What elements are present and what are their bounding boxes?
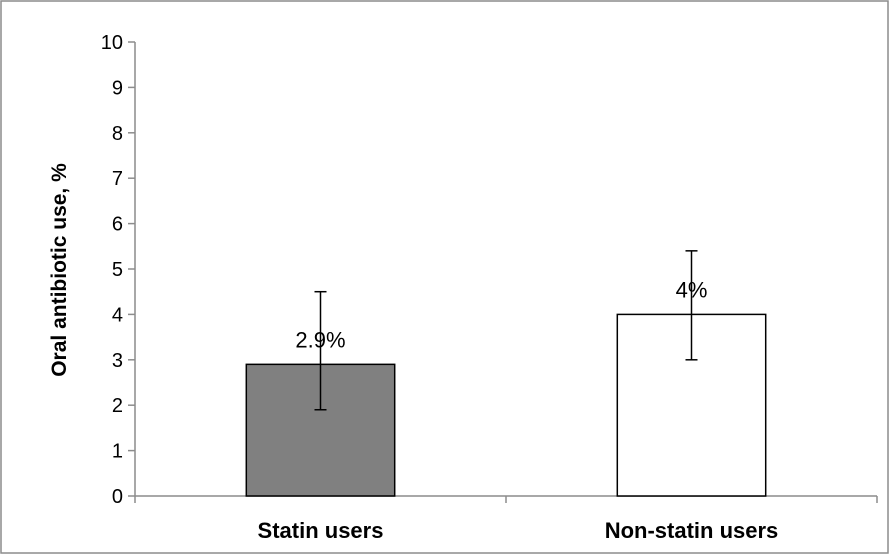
error-bar: [314, 290, 327, 411]
error-bars: [314, 250, 698, 411]
y-tick-label: 1: [112, 441, 123, 463]
y-tick-label: 10: [101, 32, 123, 54]
bar-data-label: 2.9%: [295, 327, 345, 352]
y-tick-label: 5: [112, 259, 123, 281]
y-tick-label: 8: [112, 123, 123, 145]
y-tick-label: 6: [112, 214, 123, 236]
y-tick-label: 2: [112, 395, 123, 417]
error-bar: [685, 250, 698, 361]
y-tick-label: 9: [112, 77, 123, 99]
y-axis: 0 1 2 3 4 5 6 7 8 9 10: [101, 32, 136, 508]
y-tick-label: 3: [112, 350, 123, 372]
x-category-label: Non-statin users: [605, 518, 779, 543]
y-tick-label: 0: [112, 486, 123, 508]
y-tick-label: 4: [112, 304, 123, 326]
data-labels: 2.9% 4%: [295, 277, 707, 352]
x-category-label: Statin users: [258, 518, 384, 543]
y-tick-label: 7: [112, 168, 123, 190]
bar-data-label: 4%: [676, 277, 708, 302]
y-axis-title: Oral antibiotic use, %: [48, 163, 71, 377]
